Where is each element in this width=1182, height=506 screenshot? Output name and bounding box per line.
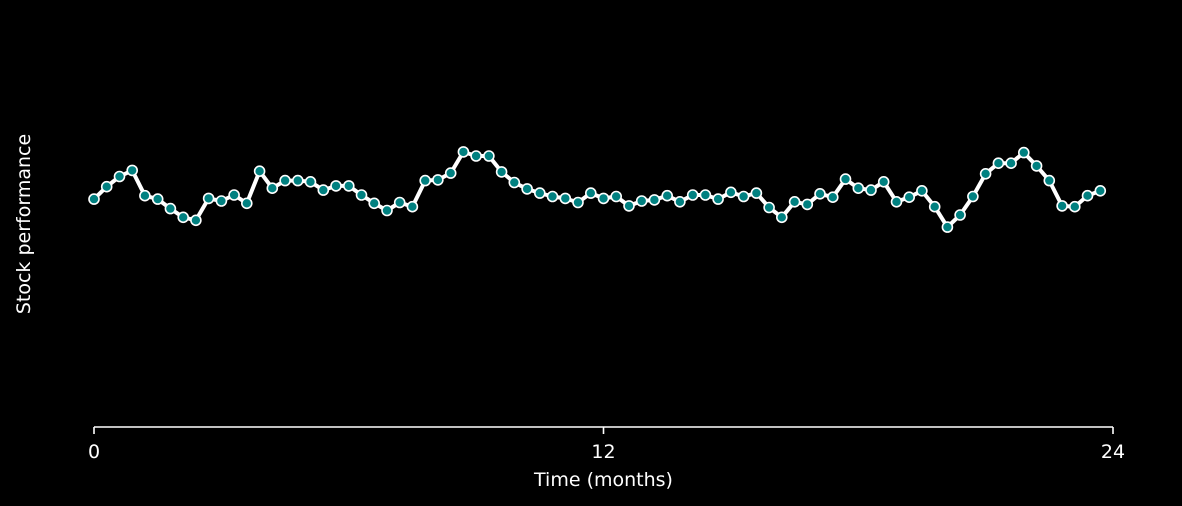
data-point [941,221,954,233]
data-point [750,187,763,199]
data-point [839,173,852,185]
data-point [241,197,253,210]
data-point [457,146,470,158]
data-point [177,211,189,224]
data-point [826,191,839,203]
data-point [291,174,304,187]
data-point [954,209,966,221]
data-point [546,190,559,203]
data-point [419,174,432,187]
data-point [699,189,712,201]
data-point [190,214,202,227]
data-point [635,195,648,207]
data-point [979,168,992,180]
data-point [597,192,610,205]
data-point [483,150,495,162]
data-point [865,184,877,196]
data-point [1030,160,1043,172]
data-point [533,187,546,199]
data-point [508,176,521,189]
data-point [406,200,419,213]
x-tick-label: 24 [1101,441,1125,463]
data-point [725,186,737,199]
data-point [1043,174,1056,187]
data-point [992,157,1005,169]
data-point [215,195,228,207]
data-point [100,180,113,193]
data-point [253,165,266,177]
data-point [916,185,928,197]
data-point [967,190,979,203]
data-point [674,196,686,208]
data-point [890,196,903,208]
x-tick-label: 0 [88,441,100,463]
data-point [317,184,330,196]
data-point [266,182,279,194]
data-point [126,164,138,177]
data-point [610,190,623,203]
data-point [470,150,482,162]
data-point [648,194,661,206]
data-point [903,191,916,203]
data-point [393,196,406,209]
data-point [686,189,699,201]
data-point [432,174,444,186]
data-point [623,200,635,212]
data-point [228,189,240,201]
data-point [559,192,572,205]
data-point [139,189,151,202]
data-point [661,189,674,202]
data-point [342,180,355,192]
data-point [877,176,890,188]
data-point [788,196,801,208]
data-point [279,174,291,187]
data-point [801,198,814,211]
x-tick-label: 12 [591,441,615,463]
data-point [113,170,126,183]
data-point [495,166,508,178]
data-point [521,183,533,195]
x-axis-ticks: 0 12 24 [88,427,1125,463]
x-axis-label: Time (months) [533,469,673,491]
data-point [355,189,368,201]
data-point [164,202,177,215]
data-point [775,211,788,224]
data-point [1056,200,1068,212]
data-point [1081,189,1094,202]
data-point [151,193,164,205]
y-axis-label: Stock performance [13,134,35,314]
data-point [712,193,724,205]
data-point [202,192,215,205]
data-point [928,200,941,213]
data-point [304,176,317,188]
data-point [1005,157,1017,169]
data-point [572,196,584,209]
data-point [368,197,381,210]
data-point [737,190,750,203]
data-point [852,182,865,194]
data-point [1094,185,1107,197]
plot-series [88,146,1107,233]
data-point [330,180,342,192]
data-point [444,167,457,179]
data-point [381,204,393,217]
data-point [1017,146,1030,159]
data-point [814,188,826,200]
data-point [1069,200,1081,213]
data-point [584,187,597,199]
data-point [88,193,100,205]
data-point [763,201,775,214]
